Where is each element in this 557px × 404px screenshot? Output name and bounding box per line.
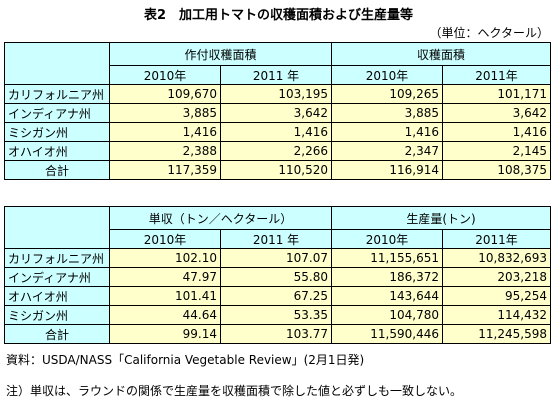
total-value: 108,375 [442,160,552,180]
unit-label: （単位：ヘクタール） [429,26,549,40]
year-header: 2011 年 [219,65,333,85]
value-cell: 11,155,651 [331,248,443,268]
table-row: オハイオ州 2,388 2,266 2,347 2,145 [4,141,552,161]
total-value: 117,359 [109,160,221,180]
table-title: 表2 加工用トマトの収穫面積および生産量等 [143,8,414,23]
group-header-yield: 単収（トン／ヘクタール） [109,206,332,230]
year-header: 2011 年 [220,229,332,249]
value-cell: 186,372 [331,267,443,287]
total-value: 99.14 [109,324,221,344]
state-name: カリフォルニア州 [4,84,110,104]
footnote: 注）単収は、ラウンドの関係で生産量を収穫面積で除した値と必ずしも一致しない。 [6,384,463,398]
year-header: 2010年 [331,65,444,85]
state-name: ミシガン州 [4,305,110,325]
harvest-area-table: 作付収穫面積 収穫面積 2010年 2011 年 2010年 2011年 カリフ… [4,42,552,180]
value-cell: 109,670 [109,84,221,104]
value-cell: 2,388 [109,141,221,161]
value-cell: 3,642 [442,103,552,123]
table-header-row: 単収（トン／ヘクタール） 生産量(トン) [4,206,551,249]
value-cell: 95,254 [442,286,551,306]
value-cell: 107.07 [220,248,332,268]
state-name: インディアナ州 [4,267,110,287]
state-name: インディアナ州 [4,103,110,123]
table-row: ミシガン州 44.64 53.35 104,780 114,432 [4,305,551,325]
total-row: 合計 117,359 110,520 116,914 108,375 [4,160,552,180]
value-cell: 1,416 [219,122,333,142]
value-cell: 2,266 [219,141,333,161]
value-cell: 1,416 [331,122,444,142]
total-value: 103.77 [220,324,332,344]
total-row: 合計 99.14 103.77 11,590,446 11,245,598 [4,324,551,344]
total-label: 合計 [4,160,110,180]
value-cell: 2,145 [442,141,552,161]
value-cell: 3,885 [331,103,444,123]
corner-cell [4,42,110,85]
year-header: 2011年 [442,229,551,249]
value-cell: 203,218 [442,267,551,287]
value-cell: 104,780 [331,305,443,325]
corner-cell [4,206,110,249]
value-cell: 3,642 [219,103,333,123]
total-value: 11,590,446 [331,324,443,344]
value-cell: 3,885 [109,103,221,123]
yield-production-table: 単収（トン／ヘクタール） 生産量(トン) 2010年 2011 年 2010年 … [4,206,551,344]
value-cell: 143,644 [331,286,443,306]
year-header: 2010年 [109,65,221,85]
year-header: 2010年 [331,229,443,249]
year-header-row: 2010年 2011 年 2010年 2011年 [5,65,552,85]
value-cell: 114,432 [442,305,551,325]
value-cell: 47.97 [109,267,221,287]
group-header-production: 生産量(トン) [331,206,551,230]
value-cell: 103,195 [219,84,333,104]
state-name: カリフォルニア州 [4,248,110,268]
value-cell: 67.25 [220,286,332,306]
value-cell: 2,347 [331,141,444,161]
value-cell: 109,265 [331,84,444,104]
value-cell: 102.10 [109,248,221,268]
value-cell: 44.64 [109,305,221,325]
table-header-row: 作付収穫面積 収穫面積 [4,42,552,85]
total-value: 11,245,598 [442,324,551,344]
table-row: インディアナ州 3,885 3,642 3,885 3,642 [4,103,552,123]
state-name: オハイオ州 [4,141,110,161]
value-cell: 1,416 [442,122,552,142]
source-note: 資料：USDA/NASS「California Vegetable Review… [6,353,365,367]
value-cell: 101,171 [442,84,552,104]
table-row: カリフォルニア州 109,670 103,195 109,265 101,171 [4,84,552,104]
total-value: 116,914 [331,160,444,180]
value-cell: 101.41 [109,286,221,306]
year-header: 2011年 [442,65,552,85]
group-header-harvest-area: 収穫面積 [331,42,552,66]
total-label: 合計 [4,324,110,344]
value-cell: 55.80 [220,267,332,287]
year-header: 2010年 [109,229,221,249]
table-row: インディアナ州 47.97 55.80 186,372 203,218 [4,267,551,287]
table-row: オハイオ州 101.41 67.25 143,644 95,254 [4,286,551,306]
state-name: ミシガン州 [4,122,110,142]
table-row: カリフォルニア州 102.10 107.07 11,155,651 10,832… [4,248,551,268]
value-cell: 10,832,693 [442,248,551,268]
table-row: ミシガン州 1,416 1,416 1,416 1,416 [4,122,552,142]
value-cell: 53.35 [220,305,332,325]
value-cell: 1,416 [109,122,221,142]
group-header-planted-area: 作付収穫面積 [108,42,333,66]
state-name: オハイオ州 [4,286,110,306]
total-value: 110,520 [219,160,333,180]
